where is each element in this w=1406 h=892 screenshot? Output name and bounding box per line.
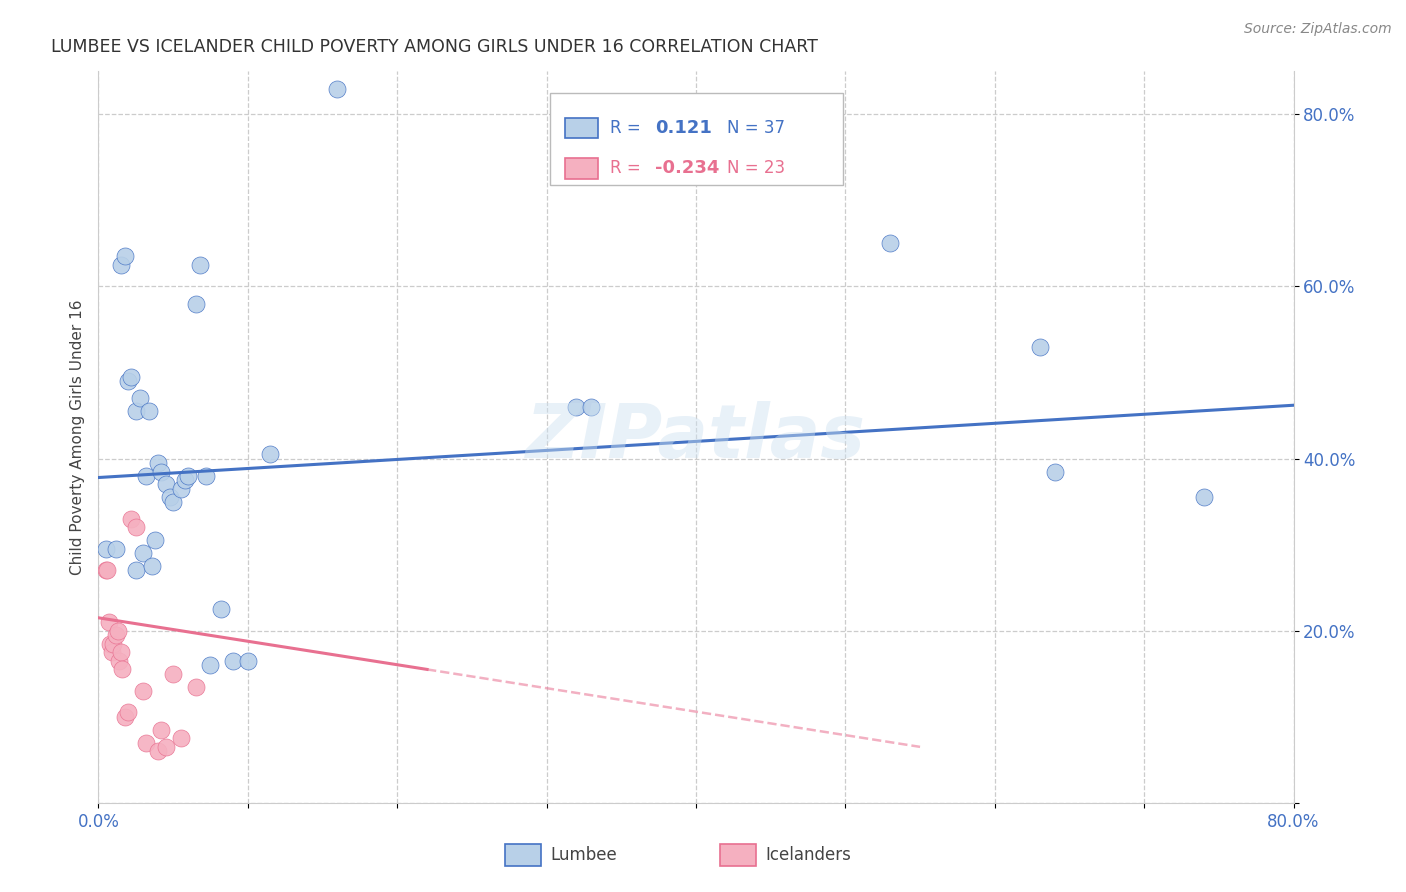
Text: Icelanders: Icelanders bbox=[765, 846, 851, 863]
Point bbox=[135, 468, 157, 483]
Point bbox=[200, 658, 222, 673]
Y-axis label: Child Poverty Among Girls Under 16: Child Poverty Among Girls Under 16 bbox=[69, 300, 84, 574]
Point bbox=[120, 369, 142, 384]
Point bbox=[141, 559, 163, 574]
Point bbox=[132, 546, 155, 560]
Point bbox=[103, 637, 125, 651]
Point bbox=[184, 296, 207, 310]
Bar bbox=[720, 844, 756, 866]
Text: N = 37: N = 37 bbox=[727, 119, 785, 137]
Bar bbox=[565, 118, 598, 138]
Point bbox=[117, 706, 139, 720]
Point bbox=[1192, 491, 1215, 505]
Point bbox=[159, 491, 181, 505]
Text: ZIPatlas: ZIPatlas bbox=[526, 401, 866, 474]
Point bbox=[97, 615, 120, 629]
Point bbox=[155, 739, 177, 754]
Point bbox=[188, 258, 211, 272]
Point bbox=[96, 564, 118, 578]
Text: N = 23: N = 23 bbox=[727, 160, 785, 178]
Point bbox=[143, 533, 166, 548]
Point bbox=[101, 645, 124, 659]
Text: 0.121: 0.121 bbox=[655, 119, 713, 137]
Point bbox=[107, 624, 129, 638]
Point bbox=[236, 654, 259, 668]
Point bbox=[209, 602, 232, 616]
Point bbox=[1043, 465, 1066, 479]
Point bbox=[169, 731, 191, 746]
Bar bbox=[505, 844, 541, 866]
FancyBboxPatch shape bbox=[550, 94, 844, 185]
Point bbox=[108, 654, 131, 668]
Point bbox=[162, 494, 184, 508]
Point bbox=[98, 637, 122, 651]
Point bbox=[105, 628, 128, 642]
Point bbox=[155, 477, 177, 491]
Point bbox=[879, 236, 901, 251]
Point bbox=[120, 512, 142, 526]
Point bbox=[174, 473, 197, 487]
Text: R =: R = bbox=[610, 160, 641, 178]
Point bbox=[222, 654, 245, 668]
Point bbox=[125, 520, 148, 534]
Bar bbox=[565, 158, 598, 178]
Point bbox=[111, 662, 134, 676]
Point bbox=[259, 447, 281, 461]
Point bbox=[184, 680, 207, 694]
Point bbox=[162, 666, 184, 681]
Point bbox=[110, 258, 132, 272]
Point bbox=[1028, 340, 1050, 354]
Point bbox=[114, 249, 136, 263]
Point bbox=[94, 541, 117, 556]
Point bbox=[94, 564, 117, 578]
Point bbox=[326, 81, 349, 95]
Point bbox=[169, 482, 191, 496]
Point bbox=[125, 564, 148, 578]
Point bbox=[138, 404, 160, 418]
Point bbox=[150, 465, 173, 479]
Text: Source: ZipAtlas.com: Source: ZipAtlas.com bbox=[1244, 22, 1392, 37]
Point bbox=[177, 468, 200, 483]
Point bbox=[110, 645, 132, 659]
Point bbox=[565, 400, 588, 414]
Text: -0.234: -0.234 bbox=[655, 160, 720, 178]
Text: LUMBEE VS ICELANDER CHILD POVERTY AMONG GIRLS UNDER 16 CORRELATION CHART: LUMBEE VS ICELANDER CHILD POVERTY AMONG … bbox=[51, 38, 817, 56]
Point bbox=[148, 744, 170, 758]
Point bbox=[195, 468, 218, 483]
Point bbox=[135, 735, 157, 749]
Point bbox=[125, 404, 148, 418]
Text: R =: R = bbox=[610, 119, 641, 137]
Text: Lumbee: Lumbee bbox=[550, 846, 617, 863]
Point bbox=[105, 541, 128, 556]
Point bbox=[581, 400, 603, 414]
Point bbox=[148, 456, 170, 470]
Point bbox=[114, 710, 136, 724]
Point bbox=[117, 374, 139, 388]
Point bbox=[129, 392, 152, 406]
Point bbox=[150, 723, 173, 737]
Point bbox=[132, 684, 155, 698]
